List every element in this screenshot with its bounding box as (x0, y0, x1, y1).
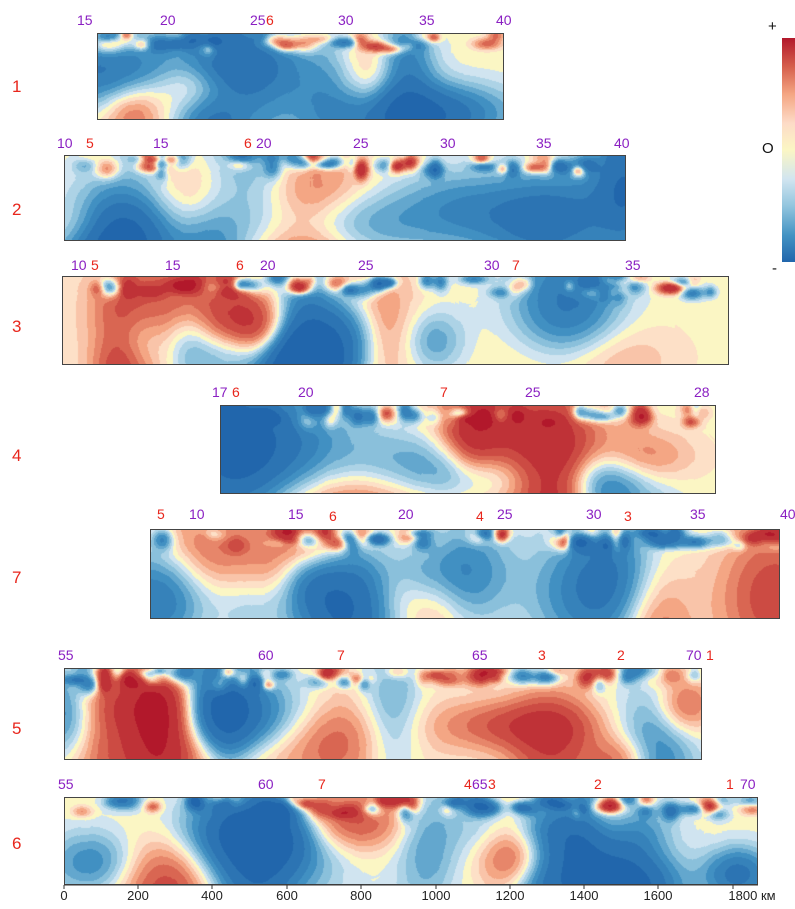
profile-1-section (97, 33, 504, 120)
km-label: 20 (160, 12, 176, 28)
km-label: 20 (256, 135, 272, 151)
feature-label: 1 (726, 776, 734, 792)
profile-label-5: 5 (12, 719, 22, 738)
km-label: 30 (440, 135, 456, 151)
km-label: 40 (780, 506, 795, 522)
axis-tick-label: 600 (276, 888, 298, 903)
axis-tick-label: 1600 (643, 888, 673, 903)
km-label: 20 (398, 506, 414, 522)
km-label: 35 (690, 506, 706, 522)
km-label: 10 (189, 506, 205, 522)
feature-label: 5 (91, 257, 99, 273)
feature-label: 2 (617, 647, 625, 663)
feature-label: 7 (337, 647, 345, 663)
profile-7-section (150, 529, 780, 619)
feature-label: 7 (512, 257, 520, 273)
km-label: 15 (153, 135, 169, 151)
profile-2-section (64, 155, 626, 241)
feature-label: 7 (318, 776, 326, 792)
profile-7-field (151, 530, 779, 618)
km-label: 20 (260, 257, 276, 273)
feature-label: 5 (157, 506, 165, 522)
km-label: 15 (165, 257, 181, 273)
km-label: 60 (258, 647, 274, 663)
profile-1-field (98, 34, 503, 119)
profile-label-4: 4 (12, 446, 22, 465)
profile-3-section (62, 276, 729, 365)
axis-tick-label: 1400 (569, 888, 599, 903)
axis-tick-label: 1200 (495, 888, 525, 903)
km-label: 35 (536, 135, 552, 151)
feature-label: 6 (236, 257, 244, 273)
km-label: 25 (353, 135, 369, 151)
profile-label-6: 6 (12, 834, 22, 853)
km-label: 35 (419, 12, 435, 28)
km-label: 65 (472, 647, 488, 663)
feature-label: 5 (86, 135, 94, 151)
km-label: 10 (71, 257, 87, 273)
legend-zero-label: O (762, 140, 774, 157)
profile-4-section (220, 405, 716, 494)
km-label: 25 (358, 257, 374, 273)
km-label: 15 (77, 12, 93, 28)
axis-tick-label: 200 (127, 888, 149, 903)
profile-6-section (64, 797, 758, 885)
axis-tick-label: 800 (350, 888, 372, 903)
feature-label: 6 (329, 508, 337, 524)
feature-label: 2 (594, 776, 602, 792)
feature-label: 1 (706, 647, 714, 663)
km-label: 25 (250, 12, 266, 28)
km-label: 20 (298, 384, 314, 400)
km-label: 40 (614, 135, 630, 151)
km-label: 10 (57, 135, 73, 151)
feature-label: 6 (266, 12, 274, 28)
profile-label-3: 3 (12, 317, 22, 336)
legend-color-scale (782, 38, 795, 262)
profile-2-field (65, 156, 625, 240)
km-label: 28 (694, 384, 710, 400)
km-label: 30 (586, 506, 602, 522)
profile-label-1: 1 (12, 77, 22, 96)
profile-label-7: 7 (12, 568, 22, 587)
feature-label: 7 (440, 384, 448, 400)
legend-plus-label: + (768, 18, 777, 35)
km-label: 25 (525, 384, 541, 400)
profile-4-field (221, 406, 715, 493)
feature-label: 4 (464, 776, 472, 792)
km-label: 65 (472, 776, 488, 792)
axis-tick-label: 1800 км (728, 888, 776, 903)
km-label: 55 (58, 647, 74, 663)
km-label: 35 (625, 257, 641, 273)
profile-6-field (65, 798, 757, 884)
feature-label: 6 (244, 135, 252, 151)
km-label: 70 (686, 647, 702, 663)
km-label: 60 (258, 776, 274, 792)
feature-label: 3 (624, 508, 632, 524)
axis-tick-label: 0 (60, 888, 68, 903)
profile-5-section (64, 668, 702, 760)
profile-5-field (65, 669, 701, 759)
profile-3-field (63, 277, 728, 364)
feature-label: 3 (488, 776, 496, 792)
feature-label: 4 (476, 508, 484, 524)
legend-minus-label: - (772, 260, 777, 277)
km-label: 40 (496, 12, 512, 28)
km-label: 17 (212, 384, 228, 400)
feature-label: 3 (538, 647, 546, 663)
km-label: 70 (740, 776, 756, 792)
km-label: 55 (58, 776, 74, 792)
axis-tick-label: 400 (201, 888, 223, 903)
km-label: 15 (288, 506, 304, 522)
feature-label: 6 (232, 384, 240, 400)
axis-tick-label: 1000 (421, 888, 451, 903)
km-label: 30 (484, 257, 500, 273)
km-label: 30 (338, 12, 354, 28)
profile-label-2: 2 (12, 200, 22, 219)
km-label: 25 (497, 506, 513, 522)
